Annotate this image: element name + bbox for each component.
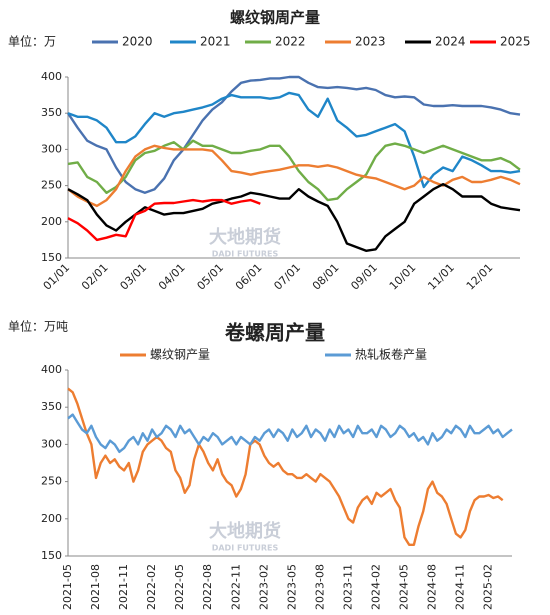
x-tick-label: 06/01: [233, 261, 265, 293]
legend-label: 2024: [435, 35, 466, 49]
watermark: 大地期货: [209, 226, 281, 248]
legend-label: 2025: [500, 35, 531, 49]
x-tick-label: 2023-02: [257, 564, 270, 610]
x-tick-label: 2022-11: [229, 564, 242, 610]
series-line: [67, 139, 521, 202]
series-line: [67, 387, 504, 546]
x-tick-label: 01/01: [41, 261, 73, 293]
y-tick-label: 150: [41, 549, 62, 562]
x-tick-label: 2023-08: [313, 564, 326, 610]
y-tick-label: 300: [41, 142, 62, 155]
series-line: [67, 144, 521, 208]
chart-title: 螺纹钢周产量: [230, 9, 320, 27]
x-tick-label: 2022-08: [201, 564, 214, 610]
y-tick-label: 350: [41, 400, 62, 413]
series-line: [67, 183, 521, 252]
x-tick-label: 09/01: [348, 261, 380, 293]
x-tick-label: 2021-11: [117, 564, 130, 610]
x-tick-label: 2023-05: [285, 564, 298, 610]
x-tick-label: 2024-08: [426, 564, 439, 610]
y-tick-label: 250: [41, 475, 62, 488]
y-tick-label: 250: [41, 179, 62, 192]
x-tick-label: 07/01: [271, 261, 303, 293]
x-tick-label: 11/01: [425, 261, 457, 293]
x-tick-label: 03/01: [118, 261, 150, 293]
legend-label: 2020: [122, 35, 153, 49]
y-tick-label: 400: [41, 363, 62, 376]
x-tick-label: 08/01: [310, 261, 342, 293]
watermark-sub: DADI FUTURES: [212, 544, 279, 553]
y-tick-label: 200: [41, 512, 62, 525]
y-tick-label: 300: [41, 437, 62, 450]
x-tick-label: 04/01: [156, 261, 188, 293]
x-tick-label: 12/01: [464, 261, 496, 293]
watermark: 大地期货: [209, 520, 281, 542]
x-tick-label: 2025-02: [482, 564, 495, 610]
series-line: [67, 413, 513, 453]
y-tick-label: 400: [41, 70, 62, 83]
x-tick-label: 2023-11: [341, 564, 354, 610]
series-line: [67, 198, 261, 242]
y-tick-label: 200: [41, 215, 62, 228]
legend-label: 2021: [200, 35, 231, 49]
x-tick-label: 2022-02: [145, 564, 158, 610]
x-tick-label: 05/01: [195, 261, 227, 293]
y-tick-label: 350: [41, 106, 62, 119]
legend-label: 2023: [355, 35, 386, 49]
legend-label: 2022: [275, 35, 306, 49]
x-tick-label: 02/01: [79, 261, 111, 293]
x-tick-label: 2021-05: [61, 564, 74, 610]
legend-label: 热轧板卷产量: [355, 347, 427, 362]
x-tick-label: 2022-05: [173, 564, 186, 610]
x-tick-label: 10/01: [387, 261, 419, 293]
x-tick-label: 2024-05: [398, 564, 411, 610]
legend-label: 螺纹钢产量: [150, 348, 210, 362]
x-tick-label: 2021-08: [89, 564, 102, 610]
chart-title: 卷螺周产量: [225, 321, 325, 345]
y-tick-label: 150: [41, 251, 62, 264]
unit-label: 单位：万: [8, 34, 56, 49]
series-line: [66, 75, 521, 194]
series-line: [67, 91, 521, 189]
x-tick-label: 2024-02: [369, 564, 382, 610]
unit-label: 单位：万吨: [8, 319, 68, 334]
watermark-sub: DADI FUTURES: [212, 250, 279, 259]
x-tick-label: 2024-11: [454, 564, 467, 610]
